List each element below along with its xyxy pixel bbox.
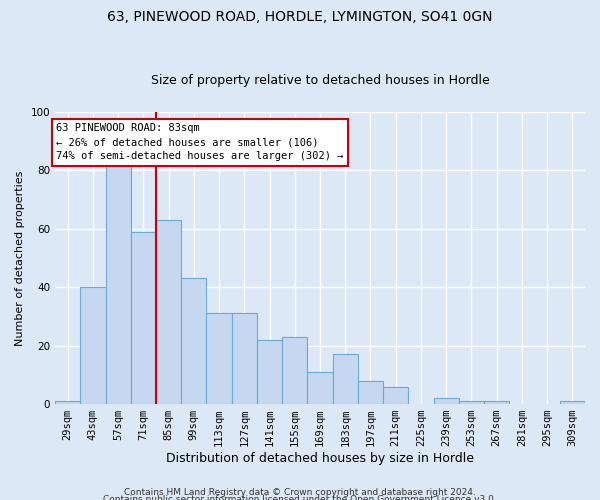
Text: 63 PINEWOOD ROAD: 83sqm
← 26% of detached houses are smaller (106)
74% of semi-d: 63 PINEWOOD ROAD: 83sqm ← 26% of detache… [56,124,344,162]
Bar [206,314,232,404]
Bar [282,337,307,404]
Bar [181,278,206,404]
Bar [459,401,484,404]
Bar [484,401,509,404]
Bar [232,314,257,404]
Bar [560,401,585,404]
Title: Size of property relative to detached houses in Hordle: Size of property relative to detached ho… [151,74,490,87]
Bar [131,232,156,404]
Text: Contains public sector information licensed under the Open Government Licence v3: Contains public sector information licen… [103,496,497,500]
Bar [156,220,181,404]
Bar [55,401,80,404]
Bar [358,380,383,404]
Bar [106,156,131,404]
Bar [307,372,332,404]
Bar [332,354,358,404]
X-axis label: Distribution of detached houses by size in Hordle: Distribution of detached houses by size … [166,452,474,465]
Bar [257,340,282,404]
Text: Contains HM Land Registry data © Crown copyright and database right 2024.: Contains HM Land Registry data © Crown c… [124,488,476,497]
Bar [383,386,409,404]
Y-axis label: Number of detached properties: Number of detached properties [15,170,25,346]
Text: 63, PINEWOOD ROAD, HORDLE, LYMINGTON, SO41 0GN: 63, PINEWOOD ROAD, HORDLE, LYMINGTON, SO… [107,10,493,24]
Bar [80,287,106,404]
Bar [434,398,459,404]
